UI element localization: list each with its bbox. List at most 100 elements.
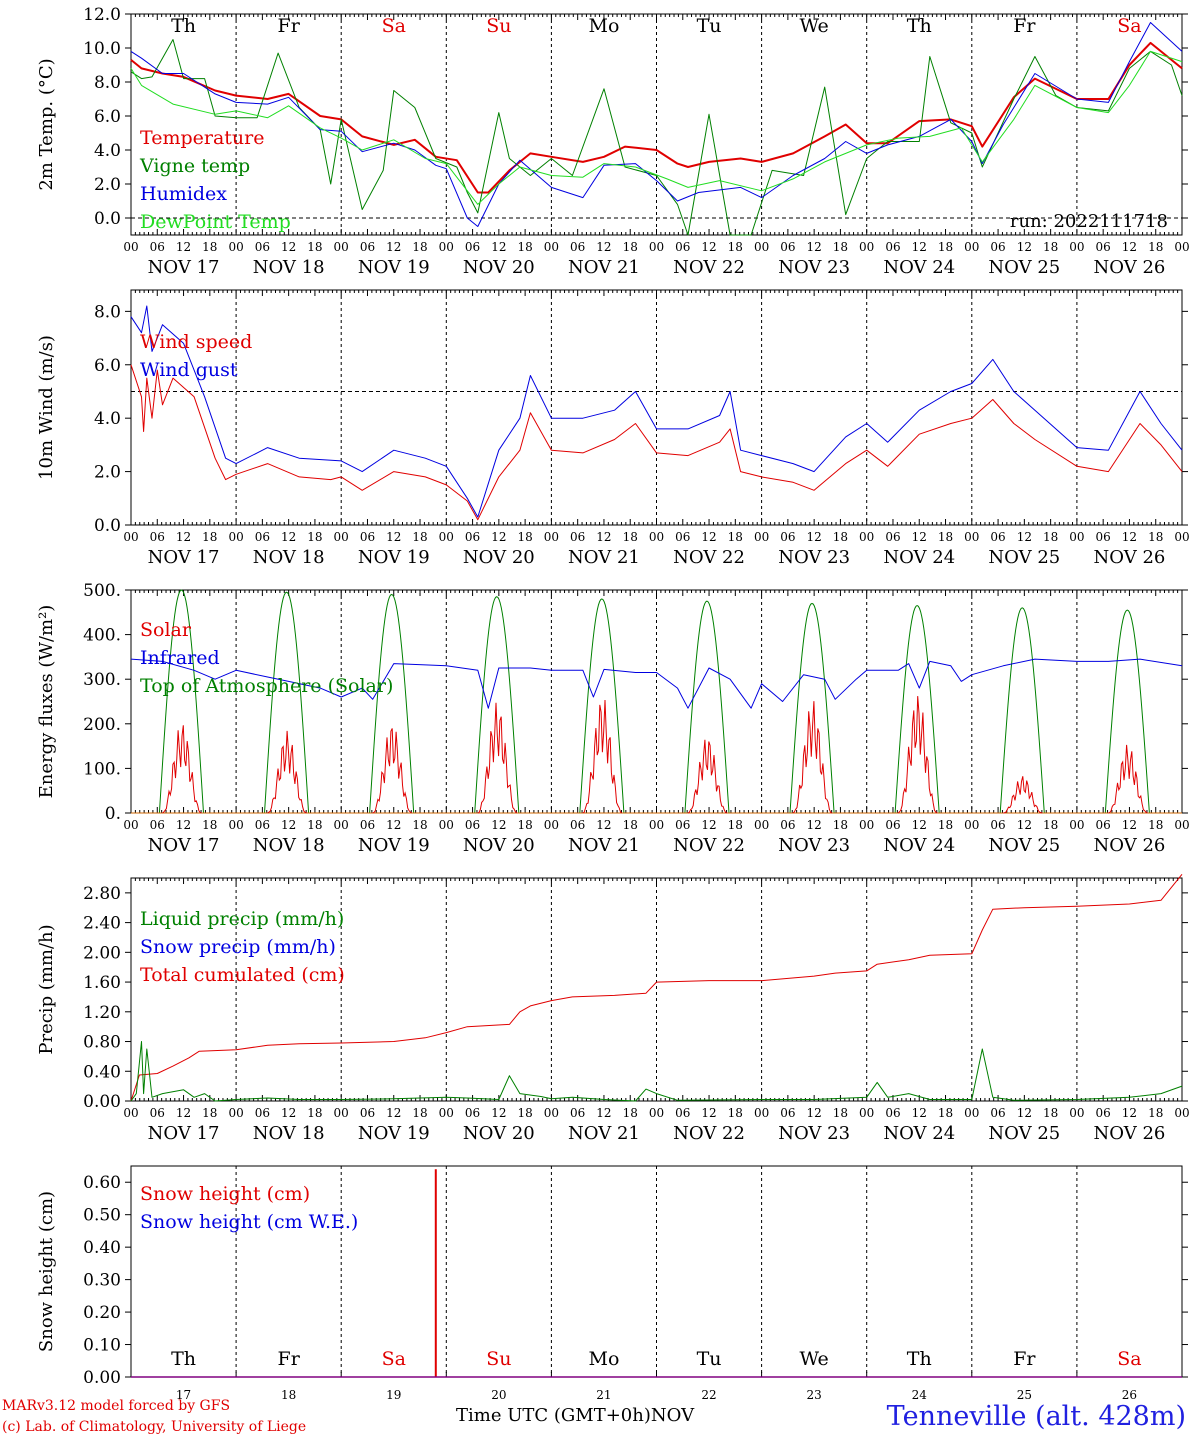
hour-tick-label: 18 <box>1148 240 1163 254</box>
hour-tick-label: 06 <box>675 1106 690 1120</box>
hour-tick-label: 00 <box>1174 818 1189 832</box>
y-tick-label: 6.0 <box>94 356 121 376</box>
hour-tick-label: 12 <box>176 818 191 832</box>
hour-tick-label: 00 <box>754 530 769 544</box>
hour-tick-label: 00 <box>1174 1106 1189 1120</box>
day-number-label: 26 <box>1122 1388 1137 1402</box>
hour-tick-label: 06 <box>150 818 165 832</box>
date-label: NOV 20 <box>463 1123 535 1144</box>
date-label: NOV 18 <box>253 547 325 568</box>
hour-tick-label: 18 <box>412 1106 427 1120</box>
y-tick-label: 0.30 <box>83 1271 121 1291</box>
hour-tick-label: 00 <box>334 1106 349 1120</box>
y-axis-label: Snow height (cm) <box>36 1191 57 1352</box>
hour-tick-label: 06 <box>150 240 165 254</box>
hour-tick-label: 12 <box>596 530 611 544</box>
hour-tick-label: 18 <box>623 818 638 832</box>
hour-tick-label: 06 <box>570 530 585 544</box>
weekday-label: Tu <box>697 15 722 37</box>
y-tick-label: 200. <box>83 715 121 735</box>
hour-tick-label: 00 <box>754 240 769 254</box>
hour-tick-label: 00 <box>1069 530 1084 544</box>
hour-tick-label: 06 <box>360 818 375 832</box>
date-label: NOV 21 <box>568 257 640 278</box>
date-label: NOV 24 <box>883 1123 955 1144</box>
hour-tick-label: 06 <box>570 240 585 254</box>
panel-4: 00 06 12 18 00 06 12 18 00 06 12 18 00 06 12 18 00 06 12 18… <box>36 873 1190 1144</box>
hour-tick-label: 06 <box>885 818 900 832</box>
hour-tick-label: 12 <box>1017 818 1032 832</box>
date-label: NOV 25 <box>988 547 1060 568</box>
y-axis-label: 2m Temp. (°C) <box>36 58 57 190</box>
hour-tick-label: 06 <box>1096 1106 1111 1120</box>
hour-tick-label: 06 <box>990 818 1005 832</box>
y-tick-label: 1.60 <box>83 973 121 993</box>
toa-solar-series <box>158 589 1150 814</box>
hour-tick-label: 12 <box>596 240 611 254</box>
hour-tick-label: 06 <box>1096 818 1111 832</box>
hour-tick-label: 00 <box>334 818 349 832</box>
date-label: NOV 19 <box>358 257 430 278</box>
date-label: NOV 21 <box>568 835 640 856</box>
date-label: NOV 17 <box>148 835 220 856</box>
hour-tick-label: 18 <box>202 818 217 832</box>
y-tick-label: 8.0 <box>94 73 121 93</box>
date-label: NOV 23 <box>778 547 850 568</box>
y-tick-label: 0.0 <box>94 516 121 536</box>
hour-tick-label: 00 <box>334 530 349 544</box>
series-total-cumulated-cm <box>130 873 1183 1102</box>
legend-entry: Snow height (cm) <box>140 1183 310 1205</box>
y-tick-label: 2.80 <box>83 884 121 904</box>
hour-tick-label: 18 <box>1148 530 1163 544</box>
hour-tick-label: 06 <box>360 240 375 254</box>
date-label: NOV 21 <box>568 547 640 568</box>
hour-tick-label: 00 <box>123 1106 138 1120</box>
hour-tick-label: 06 <box>465 530 480 544</box>
hour-tick-label: 18 <box>728 240 743 254</box>
hour-tick-label: 12 <box>1122 818 1137 832</box>
hour-tick-label: 18 <box>623 1106 638 1120</box>
weekday-label: Th <box>171 1348 196 1370</box>
hour-tick-label: 12 <box>912 240 927 254</box>
weekday-label: Sa <box>1117 1348 1141 1370</box>
hour-tick-label: 00 <box>649 530 664 544</box>
hour-tick-label: 00 <box>754 1106 769 1120</box>
hour-tick-label: 18 <box>833 818 848 832</box>
y-tick-label: 2.0 <box>94 175 121 195</box>
y-tick-label: 12.0 <box>83 5 121 25</box>
hour-tick-label: 18 <box>307 240 322 254</box>
legend-entry: Wind gust <box>140 359 238 381</box>
y-tick-label: 0.40 <box>83 1062 121 1082</box>
hour-tick-label: 18 <box>307 530 322 544</box>
hour-tick-label: 18 <box>202 530 217 544</box>
hour-tick-label: 06 <box>990 1106 1005 1120</box>
hour-tick-label: 12 <box>386 240 401 254</box>
time-axis-label: Time UTC (GMT+0h)NOV <box>456 1405 694 1426</box>
hour-tick-label: 18 <box>833 1106 848 1120</box>
day-number-label: 22 <box>701 1388 716 1402</box>
y-tick-label: 4.0 <box>94 409 121 429</box>
weekday-label: Th <box>907 15 932 37</box>
hour-tick-label: 06 <box>465 240 480 254</box>
hour-tick-label: 00 <box>123 818 138 832</box>
hour-tick-label: 18 <box>623 530 638 544</box>
hour-tick-label: 12 <box>386 1106 401 1120</box>
hour-tick-label: 00 <box>439 1106 454 1120</box>
legend-entry: Snow precip (mm/h) <box>140 936 336 958</box>
hour-tick-label: 12 <box>912 818 927 832</box>
hour-tick-label: 00 <box>544 1106 559 1120</box>
hour-tick-label: 00 <box>123 240 138 254</box>
weekday-label: Su <box>486 15 511 37</box>
hour-tick-label: 18 <box>728 530 743 544</box>
hour-tick-label: 00 <box>859 530 874 544</box>
day-number-label: 18 <box>281 1388 296 1402</box>
hour-tick-label: 00 <box>439 530 454 544</box>
hour-tick-label: 12 <box>281 240 296 254</box>
weekday-label: Mo <box>588 15 619 37</box>
weekday-label: Fr <box>1013 1348 1036 1370</box>
hour-tick-label: 18 <box>1043 530 1058 544</box>
hour-tick-label: 00 <box>544 530 559 544</box>
day-number-label: 21 <box>596 1388 611 1402</box>
y-tick-label: 1.20 <box>83 1003 121 1023</box>
